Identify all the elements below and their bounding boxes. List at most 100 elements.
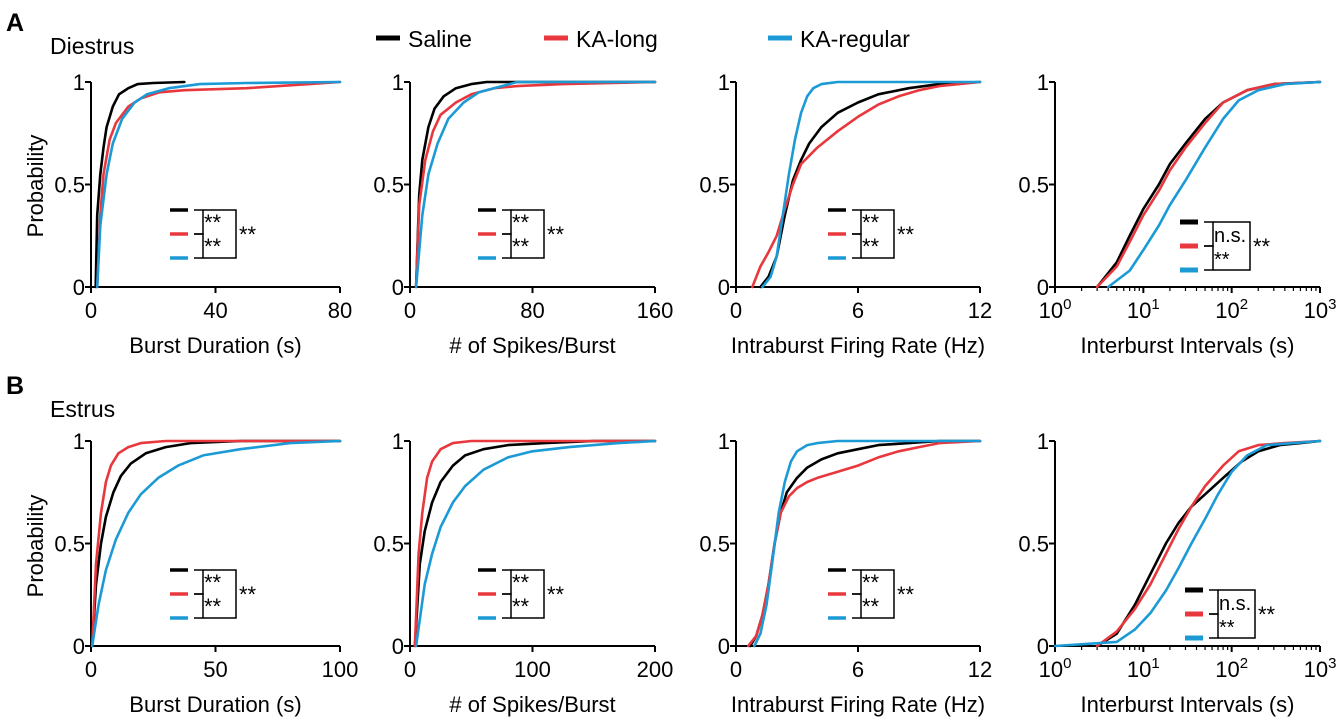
chart-5-sig-outer: ** <box>239 582 257 607</box>
chart-5-bracket-pair-2 <box>194 593 204 619</box>
chart-7-x-label: Intraburst Firing Rate (Hz) <box>731 692 985 717</box>
chart-8-series-ka-long <box>1095 439 1322 648</box>
chart-2-series-ka-long <box>414 80 657 289</box>
chart-3-series-ka-long <box>751 80 982 289</box>
chart-8-y-tick-label: 0 <box>1037 634 1049 659</box>
legend-label-ka-long: KA-long <box>576 26 658 52</box>
chart-1-series-saline <box>94 80 186 289</box>
chart-2-bracket-outer <box>511 209 545 259</box>
chart-5-sig-pair-1: ** <box>204 570 222 595</box>
chart-3-x-tick-label: 0 <box>730 298 742 323</box>
chart-7-sig-outer: ** <box>897 582 915 607</box>
chart-8-x-tick-label: 102 <box>1215 655 1248 682</box>
chart-4-x-tick-label: 100 <box>1039 296 1072 323</box>
chart-8-sig-outer: ** <box>1258 602 1276 627</box>
chart-7-sig-pair-2: ** <box>862 594 880 619</box>
chart-2-x-tick-label: 80 <box>520 298 544 323</box>
chart-8-series-ka-regular <box>1053 439 1322 648</box>
chart-4-sig-pair-2: ** <box>1214 249 1230 271</box>
chart-4: 0 0.5 1 100 101 102 103 Interburst Intervals (s… <box>1018 70 1336 358</box>
chart-2-x-tick-label: 160 <box>637 298 674 323</box>
chart-2: 00.510 80 160# of Spikes/Burst**** ** <box>373 70 673 358</box>
chart-8-bracket-pair-2 <box>1209 613 1219 639</box>
chart-1-bracket-pair-1 <box>194 209 204 235</box>
row-title-diestrus: Diestrus <box>50 33 134 59</box>
chart-6-bracket-pair-2 <box>502 593 512 619</box>
chart-4-x-tick-label: 103 <box>1304 296 1337 323</box>
chart-3-y-tick-label: 1 <box>718 70 730 95</box>
chart-7-bracket-pair-1 <box>852 569 862 595</box>
chart-6-sig-outer: ** <box>547 582 565 607</box>
legend-label-ka-regular: KA-regular <box>800 26 910 52</box>
chart-2-bracket-pair-2 <box>502 233 512 259</box>
chart-8-y-tick-label: 0.5 <box>1018 532 1049 557</box>
chart-4-bracket-pair-1 <box>1204 221 1214 247</box>
chart-5-y-tick-label: 0 <box>73 634 85 659</box>
chart-7-bracket-outer <box>861 569 895 619</box>
chart-7-sig-pair-1: ** <box>862 570 880 595</box>
chart-6-series-ka-regular <box>414 439 657 648</box>
ylabel-row-b: Probability <box>23 495 48 598</box>
chart-6-x-tick-label: 100 <box>514 657 551 682</box>
chart-8-bracket-outer <box>1218 589 1256 639</box>
chart-7-bracket-pair-2 <box>852 593 862 619</box>
chart-6-x-label: # of Spikes/Burst <box>449 692 615 717</box>
chart-3-x-tick-label: 6 <box>852 298 864 323</box>
chart-3-bracket-outer <box>861 209 895 259</box>
chart-3-bracket-pair-1 <box>852 209 862 235</box>
chart-8-sig-pair-2: ** <box>1219 617 1235 639</box>
chart-1-x-tick-label: 80 <box>328 298 352 323</box>
panel-letter-a: A <box>6 9 24 37</box>
chart-1-x-tick-label: 0 <box>85 298 97 323</box>
chart-5-series-ka-long <box>90 439 342 648</box>
chart-7-series-ka-long <box>746 439 982 648</box>
chart-4-x-label: Interburst Intervals (s) <box>1081 333 1295 358</box>
chart-8-y-tick-label: 1 <box>1037 429 1049 454</box>
chart-8-x-tick-label: 100 <box>1039 655 1072 682</box>
chart-8-x-label: Interburst Intervals (s) <box>1081 692 1295 717</box>
chart-5-y-tick-label: 1 <box>73 429 85 454</box>
chart-4-y-tick-label: 0 <box>1037 275 1049 300</box>
chart-4-series-ka-regular <box>1106 80 1322 289</box>
chart-6: 00.510 100 200# of Spikes/Burst**** ** <box>373 429 673 717</box>
chart-4-y-tick-label: 1 <box>1037 70 1049 95</box>
chart-7-y-tick-label: 0 <box>718 634 730 659</box>
chart-2-x-label: # of Spikes/Burst <box>449 333 615 358</box>
chart-1-y-tick-label: 0 <box>73 275 85 300</box>
chart-1-sig-pair-1: ** <box>204 210 222 235</box>
chart-5-x-label: Burst Duration (s) <box>129 692 301 717</box>
chart-1-bracket-outer <box>203 209 237 259</box>
chart-5-x-tick-label: 50 <box>203 657 227 682</box>
chart-6-y-tick-label: 1 <box>392 429 404 454</box>
legend: Saline KA-long KA-regular <box>376 26 910 52</box>
chart-2-sig-outer: ** <box>547 222 565 247</box>
chart-5-x-tick-label: 100 <box>322 657 359 682</box>
chart-7-x-tick-label: 0 <box>730 657 742 682</box>
chart-4-bracket-outer <box>1213 221 1251 271</box>
chart-6-sig-pair-2: ** <box>512 594 530 619</box>
chart-3-series-ka-regular <box>761 80 982 289</box>
chart-6-x-tick-label: 200 <box>637 657 674 682</box>
panel-letter-b: B <box>6 372 24 400</box>
chart-3-y-tick-label: 0 <box>718 275 730 300</box>
chart-2-sig-pair-2: ** <box>512 234 530 259</box>
chart-7-y-tick-label: 1 <box>718 429 730 454</box>
chart-2-x-tick-label: 0 <box>404 298 416 323</box>
row-title-estrus: Estrus <box>50 396 115 422</box>
chart-8-x-tick-label: 103 <box>1304 655 1337 682</box>
chart-8-x-tick-label: 101 <box>1127 655 1160 682</box>
chart-4-y-tick-label: 0.5 <box>1018 173 1049 198</box>
chart-5-x-tick-label: 0 <box>85 657 97 682</box>
chart-5-bracket-pair-1 <box>194 569 204 595</box>
chart-4-series-ka-long <box>1095 80 1322 289</box>
chart-1-bracket-pair-2 <box>194 233 204 259</box>
chart-5-series-ka-regular <box>90 439 342 648</box>
chart-6-sig-pair-1: ** <box>512 570 530 595</box>
chart-8-sig-pair-1: n.s. <box>1219 593 1251 615</box>
chart-4-x-tick-label: 101 <box>1127 296 1160 323</box>
chart-2-sig-pair-1: ** <box>512 210 530 235</box>
chart-3-sig-pair-2: ** <box>862 234 880 259</box>
